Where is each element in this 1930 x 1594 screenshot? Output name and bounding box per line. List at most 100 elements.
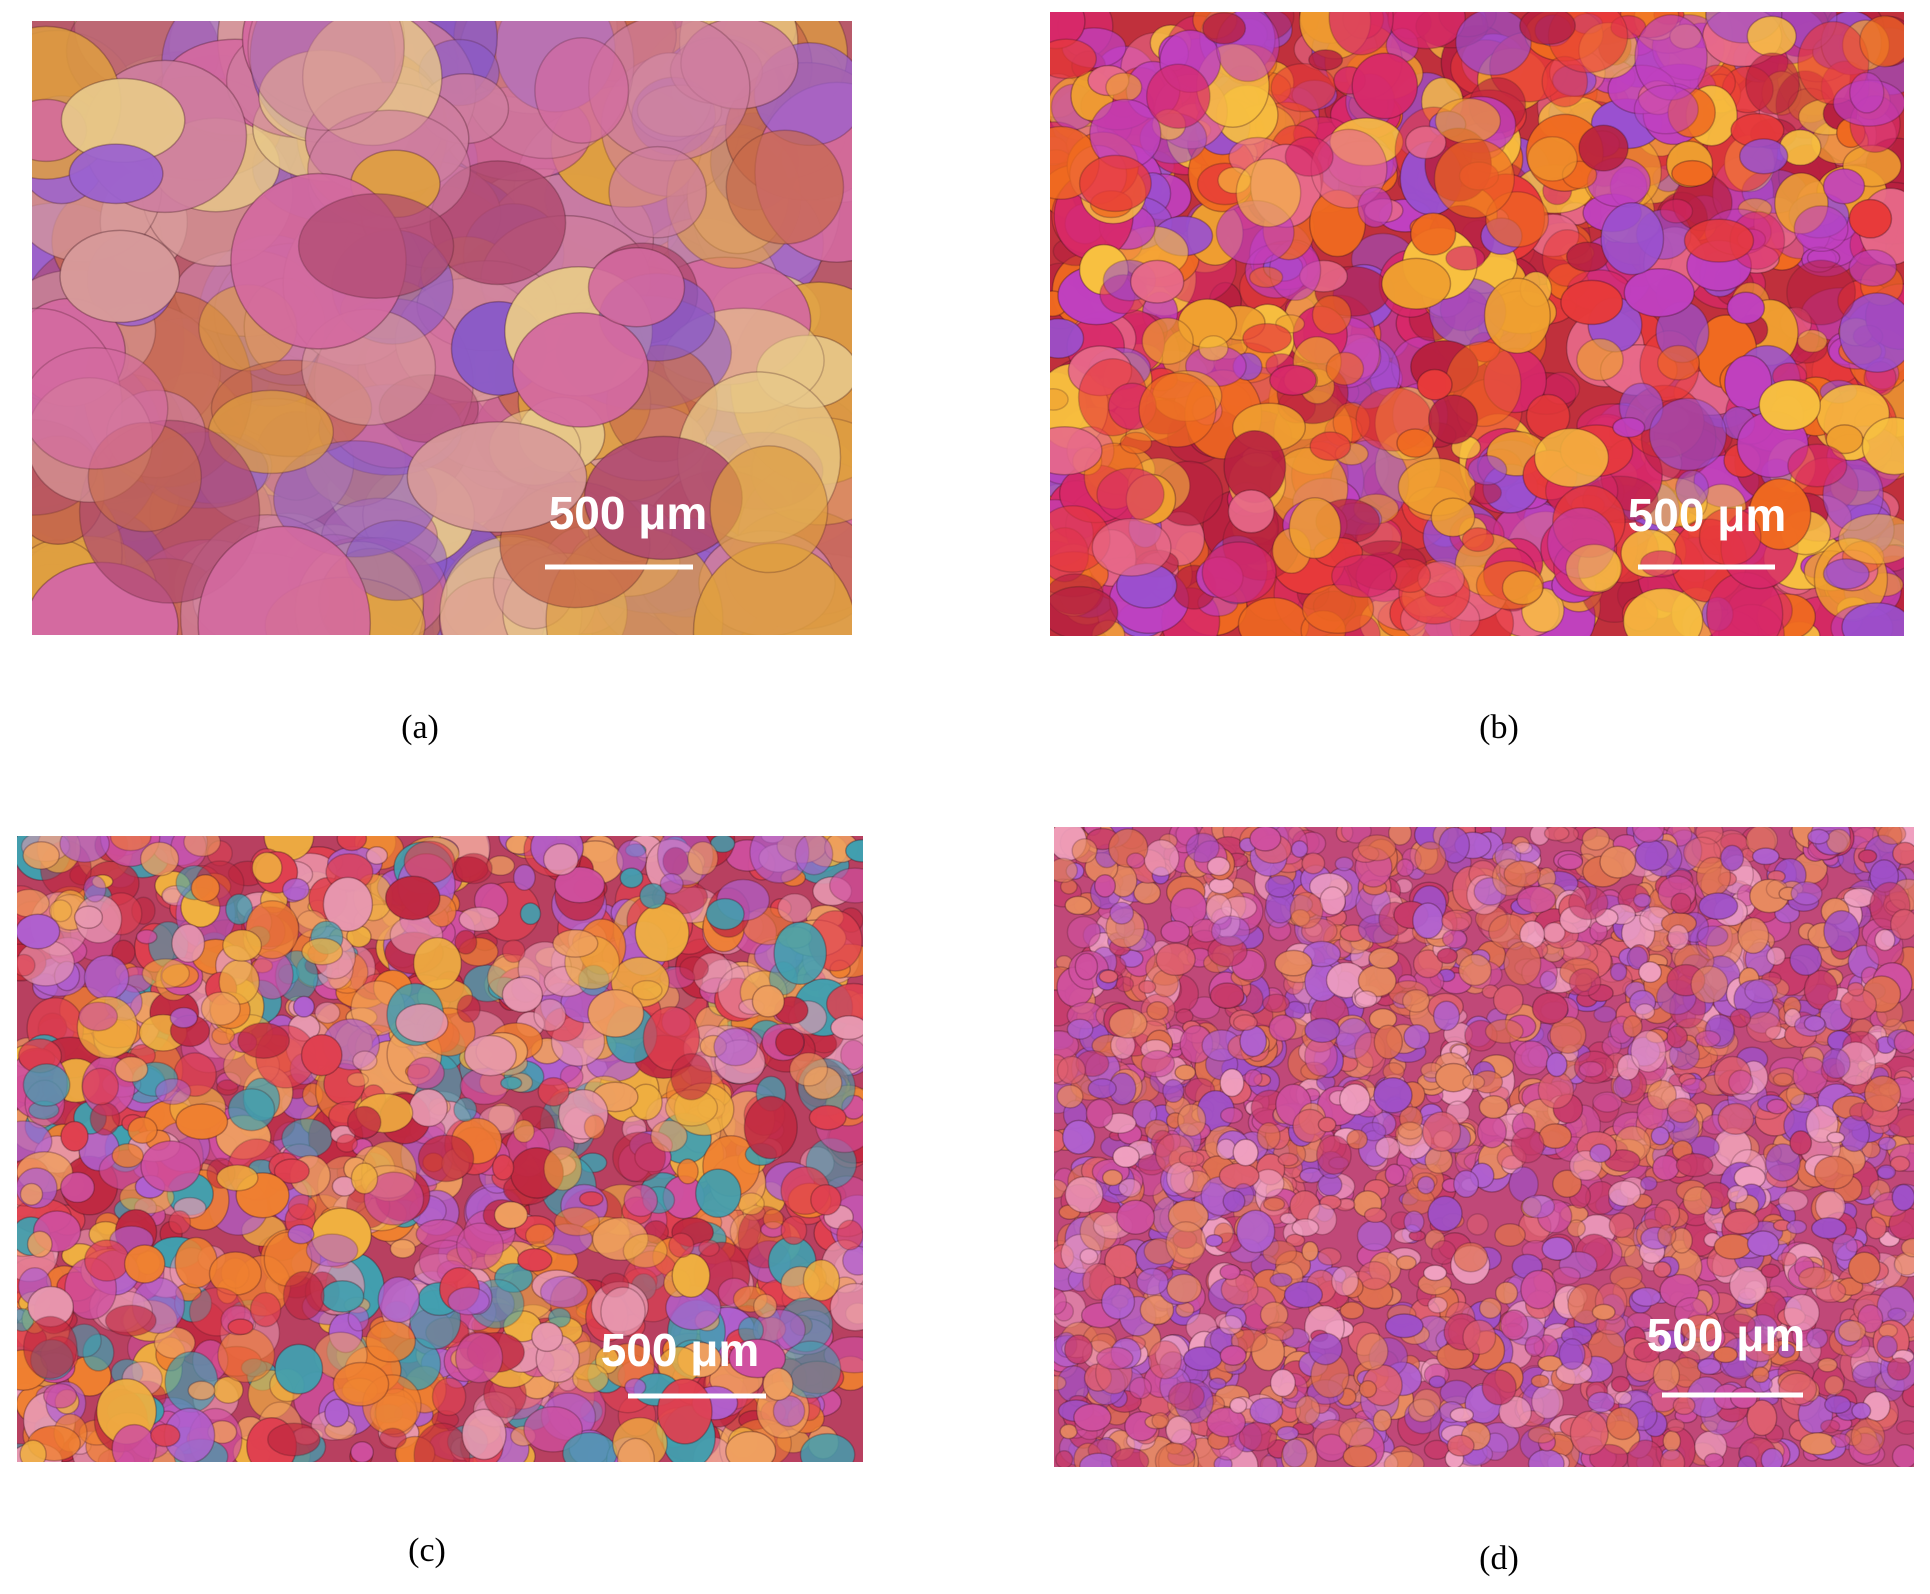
grain [1887, 1307, 1907, 1322]
grain [794, 836, 834, 876]
grain [1713, 1233, 1752, 1260]
grain [1338, 1417, 1375, 1448]
grain [512, 1119, 535, 1144]
grain [1848, 1102, 1874, 1122]
grain [780, 1215, 808, 1246]
grain [587, 246, 686, 328]
grain [1249, 827, 1282, 852]
grain [17, 913, 61, 950]
grain [578, 1190, 604, 1207]
grain [1264, 1321, 1295, 1342]
grain [1877, 827, 1907, 845]
grain [1066, 915, 1101, 949]
grain [1891, 1443, 1914, 1467]
grain [1612, 416, 1646, 438]
grain [1549, 1015, 1587, 1055]
grain [828, 867, 863, 904]
grain [1787, 443, 1848, 488]
grain [1793, 205, 1849, 253]
grain [1384, 1163, 1405, 1186]
grain [1657, 1224, 1677, 1247]
grain [1383, 1450, 1425, 1467]
grain [1091, 517, 1172, 577]
grain [671, 1253, 711, 1299]
grain [1139, 1294, 1175, 1326]
grain [1428, 1375, 1447, 1389]
grain [1165, 1220, 1207, 1266]
grain [1670, 892, 1692, 915]
grain [1783, 1293, 1820, 1332]
grain [305, 1233, 359, 1268]
grain [352, 1050, 378, 1072]
grain [1339, 1301, 1365, 1320]
grain [1073, 1403, 1112, 1432]
micrograph [1050, 12, 1904, 636]
grain [1331, 1265, 1359, 1297]
grain [1851, 1401, 1872, 1420]
grain [1430, 497, 1476, 538]
grain [1683, 218, 1755, 263]
grain [1698, 892, 1739, 920]
grain [501, 939, 526, 964]
grain [1338, 1083, 1371, 1116]
grain [413, 1422, 471, 1462]
grain [1317, 1247, 1342, 1266]
grain [1813, 1155, 1855, 1190]
grain [1219, 1345, 1247, 1366]
grain [1838, 1320, 1867, 1343]
grain [1334, 856, 1354, 872]
grain [1626, 945, 1649, 971]
grain [1235, 1209, 1276, 1254]
grain [1294, 1395, 1321, 1426]
grain [1185, 832, 1220, 864]
grain [1441, 928, 1468, 949]
grain [274, 1343, 324, 1395]
grain [454, 929, 478, 955]
grain [114, 1055, 149, 1083]
grain [1729, 1008, 1752, 1028]
grain [83, 875, 107, 903]
grain [150, 1423, 181, 1448]
grain [1126, 852, 1146, 869]
grain [123, 1244, 166, 1284]
grain [1414, 841, 1447, 876]
grain [1632, 892, 1652, 908]
grain [1147, 1339, 1183, 1380]
grain [1422, 1264, 1448, 1282]
grain [1374, 1136, 1401, 1160]
grain [1729, 1386, 1758, 1410]
micrograph [17, 836, 863, 1462]
grain [1478, 1094, 1509, 1120]
grain [169, 1006, 199, 1029]
grain [431, 1377, 467, 1417]
grain [608, 145, 708, 239]
grain [1552, 1169, 1583, 1199]
grain [19, 1439, 47, 1462]
grain [1174, 1064, 1197, 1081]
grain [406, 421, 588, 533]
grain [810, 1183, 842, 1216]
grain [1129, 259, 1185, 304]
scale-bar-label: 500 μm [1628, 489, 1787, 541]
grain [59, 1171, 96, 1204]
grain [587, 989, 645, 1038]
grain [1576, 338, 1624, 382]
grain [840, 1039, 863, 1071]
grain [543, 1146, 583, 1192]
grain [1446, 1434, 1475, 1457]
grain [1777, 1251, 1798, 1267]
grain [1609, 1265, 1643, 1290]
grain [336, 836, 368, 852]
grain [89, 1101, 121, 1136]
grain [512, 864, 536, 891]
grain [1746, 15, 1797, 57]
grain [463, 1034, 517, 1077]
grain [1284, 136, 1334, 177]
grain [539, 1275, 588, 1309]
grain [171, 923, 206, 964]
grain [1331, 554, 1398, 599]
grain [1054, 1375, 1067, 1391]
grain [111, 1143, 144, 1169]
grain [1651, 1154, 1680, 1181]
grain [1237, 596, 1310, 636]
